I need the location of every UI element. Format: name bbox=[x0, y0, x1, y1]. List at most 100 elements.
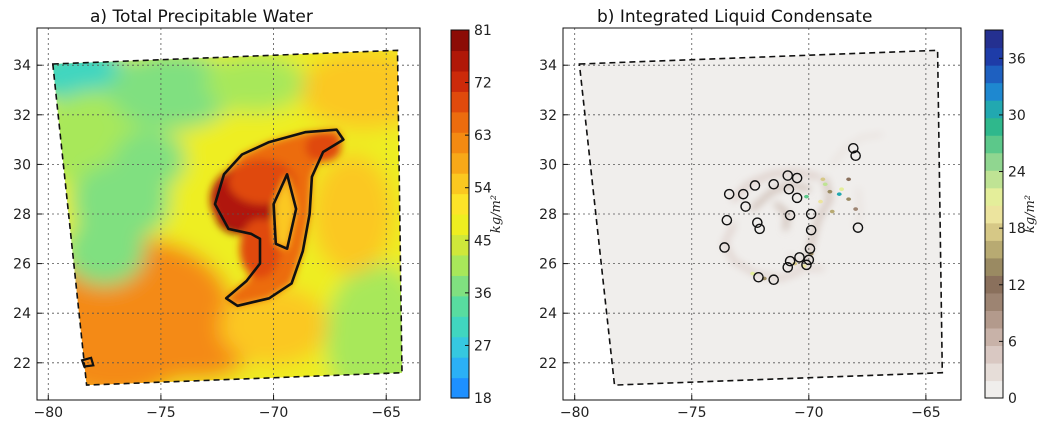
panel-a-colorbar-swatch bbox=[451, 152, 469, 174]
panel-b-colorbar-tick-label: 24 bbox=[1008, 165, 1026, 181]
panel-a-colorbar-swatch bbox=[451, 254, 469, 276]
panel-b-colorbar-swatch bbox=[985, 82, 1003, 101]
panel-b-colorbar-swatch bbox=[985, 170, 1003, 189]
panel-a-ytick-label: 32 bbox=[13, 108, 31, 124]
panel-a-colorbar-tick-label: 63 bbox=[474, 128, 492, 144]
ilc-circle-marker bbox=[852, 222, 864, 233]
panel-a-colorbar-tick-label: 18 bbox=[474, 391, 492, 407]
panel-a-colorbar-swatch bbox=[451, 295, 469, 317]
tpw-63-contour bbox=[80, 128, 345, 368]
panel-a-colorbar: 18 27 36 45 54 63 72 81 kg/m² bbox=[450, 23, 504, 407]
panel-a-colorbar-swatch bbox=[451, 357, 469, 379]
ilc-circle-marker bbox=[805, 224, 817, 236]
panel-b-ytick-label: 24 bbox=[539, 306, 557, 322]
panel-b-colorbar-swatch bbox=[985, 222, 1003, 241]
panel-b-xtick-label: −65 bbox=[911, 405, 941, 421]
ilc-circle-marker bbox=[848, 142, 859, 154]
panel-b-colorbar-tick-label: 18 bbox=[1008, 221, 1026, 237]
ilc-circle-marker bbox=[737, 188, 749, 200]
panel-a-ytick-label: 34 bbox=[13, 58, 31, 74]
panel-b-colorbar-tick-label: 6 bbox=[1008, 334, 1017, 350]
panel-b-colorbar-swatch bbox=[985, 327, 1003, 347]
tpw-field-blob bbox=[109, 50, 236, 130]
panel-b-colorbar-tick-label: 30 bbox=[1008, 108, 1026, 124]
ilc-cell bbox=[820, 177, 826, 182]
panel-b-ytick-label: 22 bbox=[539, 356, 557, 372]
ilc-circle-marker bbox=[805, 208, 817, 220]
ilc-circle-marker bbox=[794, 252, 805, 263]
panel-b-colorbar-swatch bbox=[985, 257, 1003, 276]
ilc-field bbox=[579, 50, 943, 386]
ilc-circle-marker bbox=[782, 170, 794, 181]
panel-b-colorbar-tick-label: 36 bbox=[1008, 51, 1026, 67]
panel-a-colorbar-swatch bbox=[451, 275, 469, 297]
panel-b-colorbar-swatch bbox=[985, 135, 1003, 154]
panel-a-xtick-label: −65 bbox=[371, 405, 401, 421]
ilc-circle-marker bbox=[850, 150, 861, 162]
panel-b-ytick-label: 26 bbox=[539, 257, 557, 273]
ilc-circle-marker bbox=[784, 255, 796, 267]
panel-a-colorbar-tick-label: 54 bbox=[474, 181, 492, 197]
panel-b-colorbar-swatch bbox=[985, 205, 1003, 224]
panel-b-colorbar-swatch bbox=[985, 187, 1003, 206]
panel-b-colorbar-swatch bbox=[985, 47, 1003, 66]
ilc-circle-marker bbox=[804, 243, 816, 255]
panel-b-ytick-label: 32 bbox=[539, 108, 557, 124]
ilc-circle-marker bbox=[723, 188, 735, 200]
ilc-rainband bbox=[722, 221, 802, 281]
panel-b-title: b) Integrated Liquid Condensate bbox=[597, 7, 872, 27]
panel-b-ticks: −80 −75 −70 −65 22 24 26 28 30 32 34 bbox=[539, 58, 940, 421]
ilc-cell bbox=[829, 209, 835, 214]
panel-a-colorbar-label: kg/m² bbox=[489, 195, 504, 233]
panel-b-colorbar-swatch bbox=[985, 30, 1003, 49]
ilc-cell bbox=[804, 194, 809, 199]
ilc-cell bbox=[839, 187, 844, 191]
panel-a-ytick-label: 22 bbox=[13, 356, 31, 372]
tpw-field-blob bbox=[113, 129, 186, 190]
panel-b-colorbar-swatch bbox=[985, 310, 1003, 329]
ilc-cell bbox=[750, 271, 756, 276]
tpw-field-blob bbox=[205, 52, 306, 113]
ilc-background bbox=[579, 50, 943, 386]
panel-b-colorbar-swatch bbox=[985, 345, 1003, 364]
ilc-cell bbox=[853, 207, 859, 211]
ilc-rainband bbox=[774, 202, 790, 231]
panel-b-colorbar-swatch bbox=[985, 240, 1003, 259]
ilc-cell bbox=[846, 197, 852, 201]
panel-a-colorbar-tick-label: 36 bbox=[474, 286, 492, 302]
panel-b-colorbar-tick-label: 0 bbox=[1008, 391, 1017, 407]
panel-a-grid bbox=[37, 28, 420, 400]
ilc-circle-marker bbox=[721, 214, 733, 226]
panel-a-colorbar-swatch bbox=[451, 111, 469, 133]
panel-a-colorbar-swatch bbox=[451, 30, 469, 52]
ilc-rainband bbox=[751, 182, 811, 211]
panel-a-colorbar-tick-label: 27 bbox=[474, 338, 492, 354]
ilc-rainband bbox=[854, 187, 862, 228]
ilc-circle-marker bbox=[752, 217, 763, 228]
ilc-circle-marker bbox=[791, 192, 803, 204]
tpw-field-blob bbox=[300, 50, 403, 130]
tpw-field-blob bbox=[64, 216, 146, 286]
panel-b-grid bbox=[563, 28, 961, 400]
panel-b-colorbar-swatch bbox=[985, 152, 1003, 171]
panel-a-colorbar-swatch bbox=[451, 234, 469, 256]
panel-a-xtick-label: −80 bbox=[33, 405, 63, 421]
ilc-circle-marker bbox=[753, 271, 764, 283]
ilc-circle-marker bbox=[719, 242, 730, 253]
panel-a-colorbar-swatch bbox=[451, 193, 469, 215]
ilc-cell bbox=[818, 199, 823, 204]
panel-b-colorbar-tick-label: 12 bbox=[1008, 278, 1026, 294]
ilc-circle-marker bbox=[754, 223, 765, 235]
panel-b-colorbar-swatch bbox=[985, 380, 1003, 399]
ilc-circle-marker bbox=[801, 259, 812, 271]
ilc-circle-marker bbox=[768, 274, 780, 286]
ilc-circle-marker bbox=[782, 262, 794, 273]
panel-a-colorbar-swatch bbox=[451, 91, 469, 113]
panel-a-ticks: −80 −75 −70 −65 22 24 26 28 30 32 34 bbox=[13, 58, 401, 421]
panel-a-colorbar-swatch bbox=[451, 50, 469, 72]
panel-b-ytick-label: 30 bbox=[539, 157, 557, 173]
panel-a-title: a) Total Precipitable Water bbox=[90, 7, 313, 27]
panel-a-colorbar-tick-label: 81 bbox=[474, 23, 492, 39]
panel-a-xtick-label: −70 bbox=[259, 405, 289, 421]
ilc-circle-marker bbox=[784, 209, 796, 221]
